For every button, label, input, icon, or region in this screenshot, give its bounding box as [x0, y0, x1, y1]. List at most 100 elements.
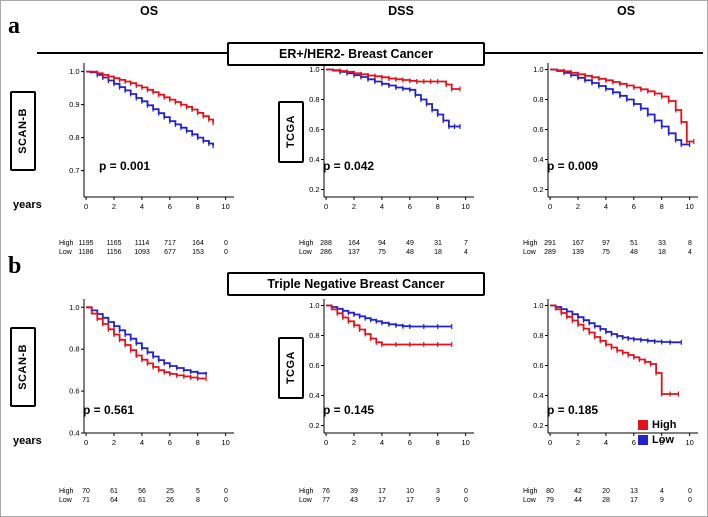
risk-count: 17 — [406, 497, 414, 504]
km-curves-canvas: 0 2 4 6 8 10 1.0 0.8 0.6 0.4 0.2 — [521, 295, 706, 458]
svg-text:0.8: 0.8 — [533, 331, 543, 340]
risk-row-label: High — [299, 240, 314, 247]
risk-count: 64 — [110, 497, 118, 504]
svg-text:8: 8 — [436, 202, 440, 211]
km-plot-tcga-os-erpos: 0 2 4 6 8 10 1.0 0.8 0.6 0.4 0.2 p = 0.009 — [521, 59, 706, 217]
risk-row-high: High 80 42 20 13 4 0 — [521, 487, 707, 496]
risk-count: 75 — [378, 249, 386, 256]
risk-count: 56 — [138, 488, 146, 495]
risk-row-low: Low 71 64 61 26 8 0 — [57, 496, 257, 505]
risk-count: 20 — [602, 488, 610, 495]
risk-count: 1165 — [106, 240, 122, 247]
km-curves-canvas: 0 2 4 6 8 10 1.0 0.8 0.6 0.4 0.2 — [297, 295, 482, 458]
risk-count: 79 — [546, 497, 554, 504]
svg-text:0.4: 0.4 — [533, 155, 543, 164]
svg-text:6: 6 — [408, 202, 412, 211]
risk-count: 26 — [166, 497, 174, 504]
risk-row-high: High 291 167 97 51 33 8 — [521, 239, 707, 248]
svg-text:0.8: 0.8 — [69, 133, 79, 142]
svg-text:2: 2 — [576, 438, 580, 447]
svg-text:1.0: 1.0 — [309, 301, 319, 310]
svg-text:8: 8 — [196, 202, 200, 211]
svg-text:0.9: 0.9 — [69, 100, 79, 109]
risk-count: 677 — [164, 249, 176, 256]
svg-text:1.0: 1.0 — [69, 67, 79, 76]
legend-low-swatch-icon — [638, 434, 648, 445]
svg-text:0.7: 0.7 — [69, 166, 79, 175]
svg-text:10: 10 — [461, 202, 469, 211]
svg-text:2: 2 — [352, 438, 356, 447]
risk-row-high: High 1195 1165 1114 717 164 0 — [57, 239, 257, 248]
svg-text:2: 2 — [112, 438, 116, 447]
risk-count: 39 — [350, 488, 358, 495]
x-axis-label-years-b: years — [13, 435, 42, 447]
panel-a-letter: a — [8, 13, 20, 39]
risk-table: High 70 61 56 25 5 0 Low 71 64 61 26 8 0 — [57, 487, 257, 505]
svg-text:0.6: 0.6 — [309, 361, 319, 370]
cohort-label-text: TCGA — [285, 115, 297, 149]
risk-row-low: Low 77 43 17 17 9 0 — [297, 496, 497, 505]
risk-row-low: Low 289 139 75 48 18 4 — [521, 248, 707, 257]
svg-text:0.2: 0.2 — [533, 421, 543, 430]
risk-count: 7 — [464, 240, 468, 247]
risk-count: 153 — [192, 249, 204, 256]
svg-text:6: 6 — [168, 438, 172, 447]
cohort-label-tcga-a: TCGA — [278, 101, 304, 163]
risk-count: 0 — [224, 488, 228, 495]
svg-text:0.8: 0.8 — [69, 345, 79, 354]
risk-count: 31 — [434, 240, 442, 247]
risk-count: 139 — [572, 249, 584, 256]
svg-text:0: 0 — [548, 438, 552, 447]
svg-text:8: 8 — [660, 438, 664, 447]
svg-text:10: 10 — [221, 202, 229, 211]
svg-text:0.6: 0.6 — [533, 361, 543, 370]
svg-text:1.0: 1.0 — [69, 303, 79, 312]
risk-row-label: Low — [299, 249, 312, 256]
risk-count: 44 — [574, 497, 582, 504]
risk-count: 71 — [82, 497, 90, 504]
risk-count: 43 — [350, 497, 358, 504]
svg-text:0.6: 0.6 — [309, 125, 319, 134]
risk-count: 0 — [464, 488, 468, 495]
km-curves-canvas: 0 2 4 6 8 10 1.0 0.8 0.6 0.4 0.2 — [521, 59, 706, 222]
svg-text:8: 8 — [196, 438, 200, 447]
panel-b-letter: b — [8, 253, 22, 279]
risk-count: 717 — [164, 240, 176, 247]
risk-count: 137 — [348, 249, 360, 256]
p-value: p = 0.001 — [99, 159, 151, 173]
column-header-os-left: OS — [139, 4, 159, 18]
svg-text:0.4: 0.4 — [309, 155, 319, 164]
risk-row-label: High — [59, 488, 74, 495]
svg-text:8: 8 — [436, 438, 440, 447]
svg-text:6: 6 — [632, 438, 636, 447]
risk-count: 77 — [322, 497, 330, 504]
risk-count: 10 — [406, 488, 414, 495]
risk-count: 291 — [544, 240, 556, 247]
svg-text:0.2: 0.2 — [309, 185, 319, 194]
risk-count: 0 — [688, 488, 692, 495]
panel-b-title: Triple Negative Breast Cancer — [227, 272, 485, 296]
risk-count: 18 — [658, 249, 666, 256]
svg-text:0.2: 0.2 — [309, 421, 319, 430]
risk-row-label: Low — [299, 497, 312, 504]
km-curves-canvas: 0 2 4 6 8 10 1.0 0.8 0.6 0.4 — [57, 295, 242, 458]
svg-text:1.0: 1.0 — [533, 65, 543, 74]
km-plot-tcga-dss-tnbc: 0 2 4 6 8 10 1.0 0.8 0.6 0.4 0.2 p = 0.145 — [297, 295, 482, 453]
risk-row-high: High 288 164 94 49 31 7 — [297, 239, 497, 248]
risk-count: 42 — [574, 488, 582, 495]
risk-count: 288 — [320, 240, 332, 247]
km-plot-scanb-os-erpos: 0 2 4 6 8 10 1.0 0.9 0.8 0.7 p = 0.001 — [57, 59, 242, 217]
svg-text:4: 4 — [140, 202, 144, 211]
risk-count: 0 — [688, 497, 692, 504]
risk-row-low: Low 79 44 28 17 9 0 — [521, 496, 707, 505]
risk-row-low: Low 1186 1156 1093 677 153 0 — [57, 248, 257, 257]
svg-text:0.8: 0.8 — [309, 95, 319, 104]
risk-table: High 288 164 94 49 31 7 Low 286 137 75 48 18 4 — [297, 239, 497, 257]
svg-text:2: 2 — [576, 202, 580, 211]
legend-row-high: High — [638, 417, 676, 432]
svg-text:4: 4 — [604, 202, 608, 211]
legend-high-label: High — [652, 418, 677, 431]
svg-text:4: 4 — [380, 438, 384, 447]
column-header-os-right: OS — [616, 4, 636, 18]
